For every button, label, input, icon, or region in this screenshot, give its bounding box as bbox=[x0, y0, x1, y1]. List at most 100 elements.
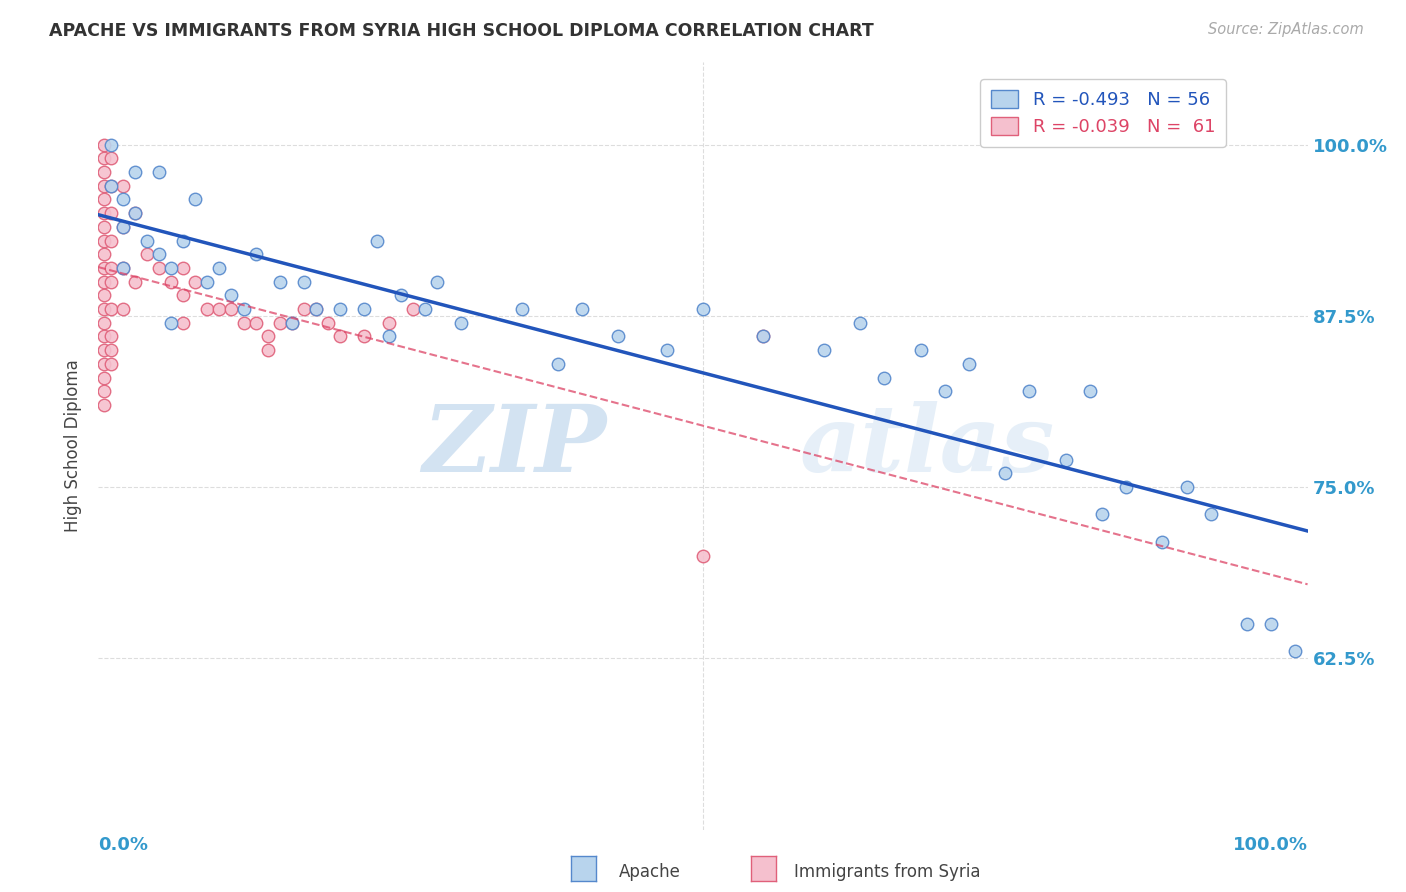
Point bbox=[172, 260, 194, 275]
Point bbox=[100, 301, 122, 316]
Point bbox=[873, 370, 896, 384]
Point bbox=[124, 206, 146, 220]
Text: 0.0%: 0.0% bbox=[98, 837, 149, 855]
Point bbox=[571, 301, 593, 316]
Point bbox=[111, 219, 134, 234]
Point bbox=[93, 329, 115, 343]
Point bbox=[547, 357, 569, 371]
Point bbox=[93, 219, 115, 234]
Point bbox=[172, 316, 194, 330]
Point bbox=[1078, 384, 1101, 399]
Point bbox=[111, 260, 134, 275]
Point bbox=[1175, 480, 1198, 494]
Y-axis label: High School Diploma: High School Diploma bbox=[65, 359, 83, 533]
Point bbox=[910, 343, 932, 358]
Point bbox=[402, 301, 425, 316]
Point bbox=[100, 206, 122, 220]
Point bbox=[93, 137, 115, 152]
Point bbox=[1236, 617, 1258, 632]
Point bbox=[1284, 644, 1306, 658]
Point bbox=[934, 384, 956, 399]
Point bbox=[305, 301, 328, 316]
Text: APACHE VS IMMIGRANTS FROM SYRIA HIGH SCHOOL DIPLOMA CORRELATION CHART: APACHE VS IMMIGRANTS FROM SYRIA HIGH SCH… bbox=[49, 22, 875, 40]
Point bbox=[450, 316, 472, 330]
Point bbox=[849, 316, 872, 330]
Point bbox=[93, 301, 115, 316]
Point bbox=[208, 301, 231, 316]
Text: Source: ZipAtlas.com: Source: ZipAtlas.com bbox=[1208, 22, 1364, 37]
Point bbox=[221, 301, 243, 316]
Point bbox=[329, 329, 352, 343]
Point bbox=[148, 165, 170, 179]
Point bbox=[994, 467, 1017, 481]
Point bbox=[269, 316, 291, 330]
Point bbox=[111, 301, 134, 316]
Point bbox=[111, 178, 134, 193]
Point bbox=[100, 275, 122, 289]
Point bbox=[100, 329, 122, 343]
Point bbox=[195, 301, 218, 316]
Point bbox=[100, 178, 122, 193]
Point bbox=[245, 247, 267, 261]
Point bbox=[93, 288, 115, 302]
Point bbox=[160, 260, 183, 275]
Point bbox=[232, 301, 254, 316]
Point bbox=[353, 301, 375, 316]
Point bbox=[111, 219, 134, 234]
Point bbox=[292, 275, 315, 289]
Point bbox=[160, 316, 183, 330]
Point bbox=[426, 275, 449, 289]
Point bbox=[292, 301, 315, 316]
Point bbox=[184, 275, 207, 289]
Point bbox=[160, 275, 183, 289]
Point bbox=[93, 193, 115, 207]
Point bbox=[752, 329, 775, 343]
Point bbox=[413, 301, 436, 316]
Point bbox=[111, 260, 134, 275]
Point bbox=[1260, 617, 1282, 632]
Point bbox=[93, 178, 115, 193]
Point bbox=[607, 329, 630, 343]
Point bbox=[100, 343, 122, 358]
Point bbox=[377, 329, 399, 343]
Point bbox=[692, 549, 714, 563]
Point bbox=[957, 357, 980, 371]
Point bbox=[316, 316, 339, 330]
Point bbox=[100, 357, 122, 371]
Point bbox=[135, 234, 157, 248]
Point bbox=[100, 178, 122, 193]
Point bbox=[281, 316, 304, 330]
Point bbox=[1152, 535, 1174, 549]
Point bbox=[100, 152, 122, 166]
Text: ZIP: ZIP bbox=[422, 401, 606, 491]
Point bbox=[256, 329, 278, 343]
Point bbox=[692, 301, 714, 316]
Point bbox=[93, 357, 115, 371]
Point bbox=[1054, 452, 1077, 467]
Point bbox=[813, 343, 835, 358]
Point bbox=[93, 234, 115, 248]
Point bbox=[148, 260, 170, 275]
Point bbox=[100, 234, 122, 248]
Point bbox=[269, 275, 291, 289]
Point bbox=[93, 165, 115, 179]
Point bbox=[256, 343, 278, 358]
Point bbox=[221, 288, 243, 302]
Point bbox=[1115, 480, 1137, 494]
Point bbox=[135, 247, 157, 261]
Point bbox=[100, 137, 122, 152]
Point bbox=[93, 343, 115, 358]
Point bbox=[195, 275, 218, 289]
Point bbox=[752, 329, 775, 343]
Point bbox=[184, 193, 207, 207]
Point bbox=[389, 288, 412, 302]
Point bbox=[93, 316, 115, 330]
Text: atlas: atlas bbox=[800, 401, 1054, 491]
Point bbox=[100, 260, 122, 275]
Point bbox=[281, 316, 304, 330]
Point bbox=[124, 165, 146, 179]
Point bbox=[93, 206, 115, 220]
Legend: R = -0.493   N = 56, R = -0.039   N =  61: R = -0.493 N = 56, R = -0.039 N = 61 bbox=[980, 79, 1226, 146]
Point bbox=[1199, 508, 1222, 522]
Point bbox=[1018, 384, 1040, 399]
